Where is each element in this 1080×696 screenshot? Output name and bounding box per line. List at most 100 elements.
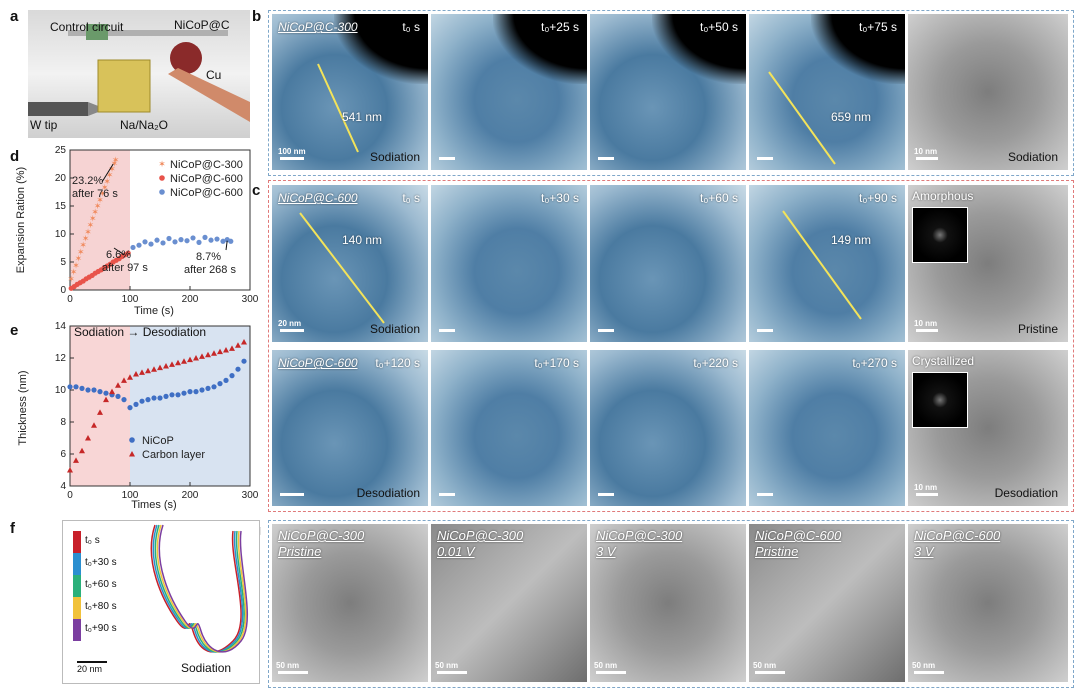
panel-c-bottom-frame-1: t₀+120 s NiCoP@C-600 Desodiation (272, 350, 428, 506)
legend-label: t₀+30 s (85, 557, 117, 568)
thickness-marks (67, 339, 247, 473)
legend-marker (159, 175, 165, 181)
y-tick-label: 0 (60, 285, 66, 296)
data-point (133, 371, 139, 377)
data-point: ✶ (99, 189, 107, 199)
data-point (85, 387, 91, 393)
timestamp-label: t₀+270 s (852, 356, 897, 370)
desodiation-shade-rect (130, 326, 250, 486)
timestamp-label: t₀+50 s (699, 20, 738, 34)
data-point (166, 235, 172, 242)
data-point: ✶ (112, 155, 120, 165)
scale-bar (757, 493, 773, 496)
length-line (317, 63, 359, 153)
data-point (127, 405, 133, 411)
data-point: ✶ (94, 201, 102, 211)
data-point (241, 339, 247, 345)
tem-image-1: NiCoP@C-300 Pristine 50 nm (272, 524, 428, 682)
y-tick-label: 15 (55, 201, 67, 212)
data-point (175, 392, 181, 398)
fft-inset (912, 207, 968, 263)
legend-label: t₀+90 s (85, 623, 117, 634)
scale-bar (439, 329, 455, 332)
data-point (205, 351, 211, 358)
legend-marker (159, 189, 165, 195)
data-point (223, 347, 229, 353)
legend-marker: ✶ (158, 159, 166, 169)
y-tick-label: 25 (55, 145, 67, 156)
expansion-ylabel: Expansion Ration (%) (15, 167, 27, 273)
nicop-label: NiCoP@C (174, 18, 230, 32)
process-label: Sodiation (369, 150, 420, 164)
y-tick-label: 10 (55, 385, 67, 396)
data-point (97, 409, 103, 415)
sample-label: NiCoP@C-600 (914, 528, 1001, 543)
timestamp-label: t₀+30 s (540, 191, 579, 205)
contour-line (150, 524, 242, 653)
timestamp-label: t₀+90 s (858, 191, 897, 205)
data-point (103, 396, 109, 403)
annotation-23-pct: 23.2% (72, 175, 103, 187)
expansion-legend: ✶ NiCoP@C-300 NiCoP@C-600 NiCoP@C-600 (158, 159, 243, 199)
annotation-6-pct: 6.6% (106, 249, 131, 261)
scale-bar (598, 157, 614, 160)
data-point (190, 235, 196, 241)
legend-marker (129, 451, 135, 457)
contour-scale-bar (77, 661, 107, 663)
data-point (181, 358, 187, 364)
sample-label: NiCoP@C-600 (278, 191, 358, 205)
data-point (154, 237, 160, 243)
data-point: ✶ (72, 260, 80, 270)
x-tick-label: 100 (122, 490, 139, 501)
data-point (73, 457, 79, 463)
data-point (121, 377, 127, 383)
data-point (196, 239, 202, 245)
data-point (163, 393, 169, 399)
panel-label-e: e (10, 322, 19, 339)
data-point (97, 389, 103, 395)
circuit-chip (86, 24, 108, 40)
panel-c-top-frame-2: t₀+30 s (431, 185, 587, 342)
legend-label: t₀+60 s (85, 579, 117, 590)
legend-label: NiCoP (142, 435, 174, 447)
data-point (229, 373, 235, 379)
panel-c-bottom-frame-4: t₀+270 s (749, 350, 905, 506)
legend-swatch (73, 531, 81, 553)
length-label: 140 nm (342, 233, 383, 247)
panel-b-frame-1: t₀ s NiCoP@C-300 100 nm 541 nm Sodiation (272, 14, 428, 170)
fft-inset (912, 372, 968, 428)
data-point (79, 447, 85, 454)
annotation-76-s: after 76 s (72, 188, 118, 200)
scale-bar-label: 100 nm (278, 147, 306, 156)
length-label: 659 nm (831, 110, 872, 124)
state-label: 3 V (914, 544, 934, 559)
data-point (145, 397, 151, 403)
data-point (169, 361, 175, 367)
panel-c-bottom-frame-2: t₀+170 s (431, 350, 587, 506)
timestamp-label: t₀ s (402, 191, 420, 205)
data-point (211, 384, 217, 390)
data-point (125, 250, 131, 256)
data-point: ✶ (79, 240, 87, 250)
data-point (91, 422, 97, 428)
legend-swatch (73, 619, 81, 641)
legend-swatch (73, 575, 81, 597)
timestamp-label: t₀+75 s (858, 20, 897, 34)
data-point (130, 244, 136, 251)
scale-bar (914, 671, 944, 674)
scale-bar (280, 157, 304, 160)
y-tick-label: 8 (60, 417, 66, 428)
scale-bar (278, 671, 308, 674)
timestamp-label: t₀+25 s (540, 20, 579, 34)
scale-bar-label: 10 nm (914, 147, 938, 156)
y-tick-label: 12 (55, 353, 67, 364)
legend-label: Carbon layer (142, 449, 205, 461)
y-tick-label: 20 (55, 173, 67, 184)
panel-c-bottom-hrtem: Crystallized 10 nm Desodiation (908, 350, 1068, 506)
process-label: Desodiation (356, 486, 420, 500)
data-point: ✶ (70, 267, 78, 277)
data-point (202, 234, 208, 240)
timestamp-label: t₀ s (402, 20, 420, 34)
data-point (193, 389, 199, 395)
timestamp-label: t₀+170 s (534, 356, 579, 370)
